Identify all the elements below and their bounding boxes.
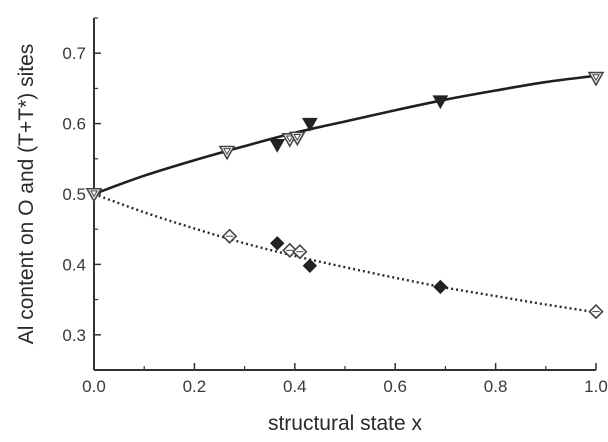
x-tick-label: 0.2 <box>183 377 207 396</box>
open-triangle-point <box>288 131 306 147</box>
data-points <box>85 71 605 320</box>
open-triangle-point-inner <box>591 74 601 82</box>
y-tick-label: 0.7 <box>62 44 86 63</box>
open-triangle-point-inner <box>223 148 232 156</box>
y-axis-ticks: 0.3 0.4 0.5 0.6 0.7 <box>62 17 101 345</box>
plot-area: 0.0 0.2 0.4 0.6 0.8 1.0 0.3 0.4 0.5 0.6 0.7 <box>62 17 608 396</box>
x-tick-label: 0.6 <box>383 377 407 396</box>
fit-curve-lower <box>93 192 597 314</box>
fit-curve-upper <box>93 74 597 196</box>
y-tick-label: 0.3 <box>62 326 86 345</box>
open-triangle-point-inner <box>293 134 302 142</box>
open-triangle-point <box>587 71 605 87</box>
filled-triangle-point <box>269 138 286 153</box>
x-tick-label: 0.8 <box>484 377 508 396</box>
y-tick-label: 0.4 <box>62 255 86 274</box>
open-triangle-point-inner <box>285 135 294 143</box>
filled-diamond-point <box>433 279 448 295</box>
x-tick-label: 1.0 <box>584 377 608 396</box>
open-triangle-point-inner <box>89 190 99 198</box>
filled-triangle-point <box>432 95 449 110</box>
y-tick-label: 0.6 <box>62 115 86 134</box>
fit-curves <box>93 74 597 314</box>
y-axis-title: Al content on O and (T+T*) sites <box>15 44 38 345</box>
open-triangle-point <box>218 145 236 161</box>
x-axis-ticks: 0.0 0.2 0.4 0.6 0.8 1.0 <box>82 363 608 396</box>
x-tick-label: 0.0 <box>82 377 106 396</box>
y-tick-label: 0.5 <box>62 185 86 204</box>
x-axis-title: structural state x <box>268 412 423 435</box>
filled-diamond-point <box>270 236 285 251</box>
open-triangle-point <box>85 187 103 203</box>
filled-triangle-point <box>301 117 318 132</box>
x-tick-label: 0.4 <box>283 377 307 396</box>
filled-diamond-point <box>302 258 318 274</box>
